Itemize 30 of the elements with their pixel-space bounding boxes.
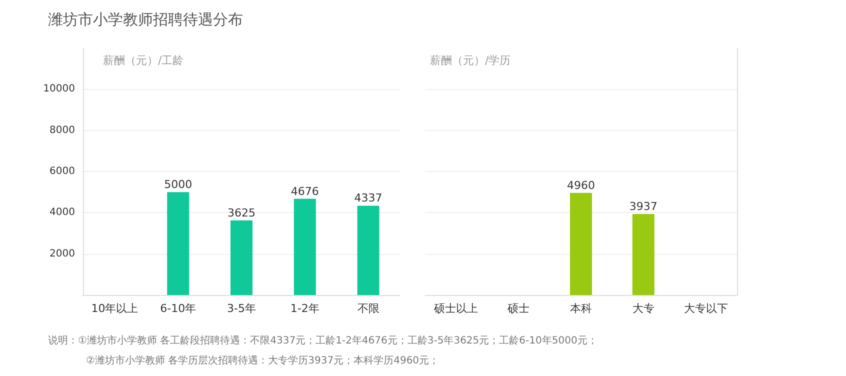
data-label: 3937 [629, 200, 658, 213]
text: 说明：①潍坊市小学教师 各工龄段招聘待遇：不限4337元；工龄1-2年4676元；工龄3-5年3625元；工龄6-10年5000元； [48, 334, 598, 346]
y-axis-title: 薪酬（元）/工龄 [103, 54, 184, 67]
bar [230, 220, 252, 295]
x-tick-label: 大专以下 [684, 302, 728, 315]
bar [167, 192, 190, 295]
data-label: 4960 [567, 178, 595, 192]
x-tick-label: 大专 [632, 302, 654, 315]
data-label: 4337 [354, 192, 382, 205]
x-tick-label: 1-2年 [290, 302, 320, 315]
y-axis-title: 薪酬（元）/学历 [430, 54, 511, 67]
chart-title: 潍坊市小学教师招聘待遇分布 [48, 10, 243, 28]
x-tick-label: 6-10年 [160, 302, 196, 315]
y-tick-label: 6000 [50, 166, 75, 177]
y-tick-label: 8000 [50, 124, 75, 136]
y-tick-label: 10000 [43, 84, 75, 95]
bar [357, 206, 380, 295]
text: ②潍坊市小学教师 各学历层次招聘待遇：大专学历3937元；本科学历4960元； [86, 354, 440, 366]
x-tick-label: 3-5年 [227, 302, 256, 315]
y-tick-label: 2000 [50, 248, 75, 260]
data-label: 4676 [290, 184, 319, 198]
x-tick-label: 本科 [570, 302, 592, 315]
data-label: 3625 [228, 206, 256, 220]
x-tick-label: 硕士 [506, 302, 530, 315]
x-tick-label: 10年以上 [91, 302, 138, 315]
x-tick-label: 硕士以上 [433, 302, 478, 315]
data-label: 5000 [164, 178, 192, 192]
y-tick-label: 4000 [50, 207, 75, 218]
x-tick-label: 不限 [357, 302, 380, 315]
bar [294, 198, 316, 295]
